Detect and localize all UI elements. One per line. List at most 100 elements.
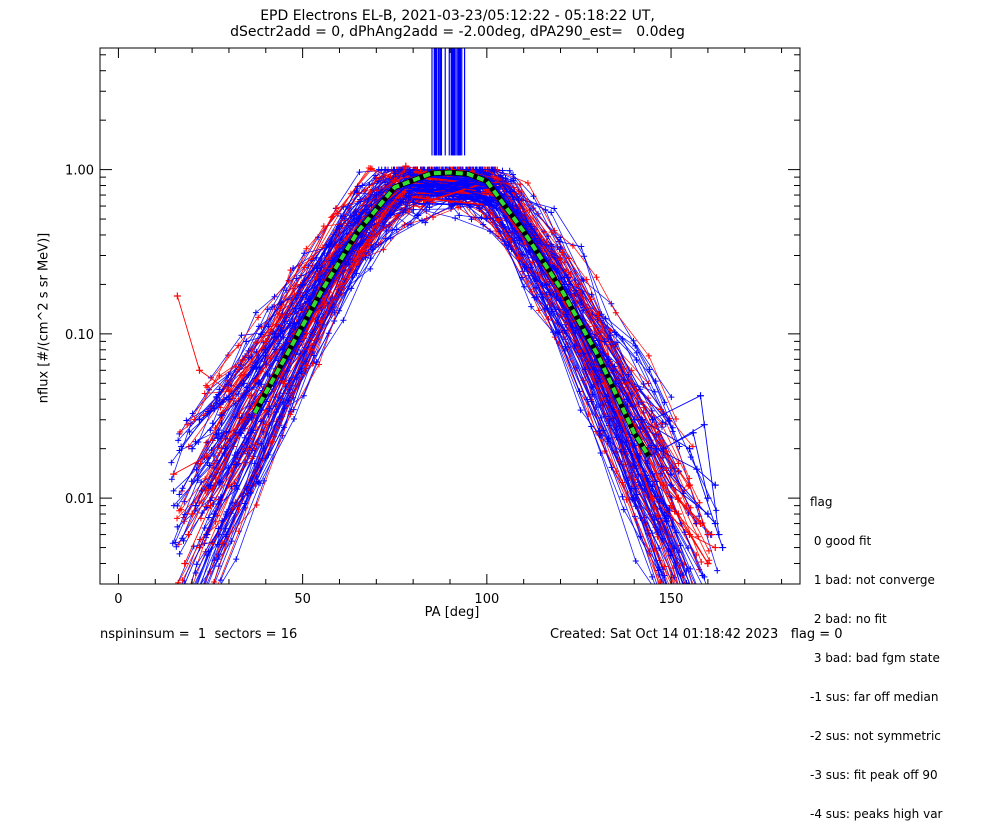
trace-marker xyxy=(212,589,218,595)
trace-marker xyxy=(710,597,716,603)
x-axis-label: PA [deg] xyxy=(425,605,480,620)
sample-marker xyxy=(704,560,711,567)
trace-marker xyxy=(525,180,531,186)
trace-marker xyxy=(680,607,686,613)
sample-marker xyxy=(719,544,726,551)
trace-marker xyxy=(208,599,214,605)
trace-marker xyxy=(690,590,696,596)
trace-marker xyxy=(340,317,346,323)
trace-marker xyxy=(179,610,185,616)
sample-marker xyxy=(170,471,177,478)
trace-marker xyxy=(507,168,513,174)
trace-marker xyxy=(701,600,707,606)
x-tick-label: 150 xyxy=(659,592,684,607)
trace-marker xyxy=(356,169,362,175)
trace-marker xyxy=(594,274,600,280)
trace-marker xyxy=(685,604,691,610)
trace-marker xyxy=(186,606,192,612)
trace-marker xyxy=(691,592,697,598)
trace-marker xyxy=(197,590,203,596)
trace-marker xyxy=(670,585,676,591)
trace-marker xyxy=(686,591,692,597)
trace-marker xyxy=(168,596,174,602)
trace-marker xyxy=(646,353,652,359)
sample-marker xyxy=(697,392,704,399)
trace-marker xyxy=(193,584,199,590)
legend-title: flag xyxy=(810,496,942,509)
trace-marker xyxy=(456,212,462,218)
x-tick-label: 50 xyxy=(294,592,311,607)
trace-marker xyxy=(621,507,627,513)
trace-marker xyxy=(191,609,197,615)
trace-marker xyxy=(548,210,554,216)
legend-item: -2 sus: not symmetric xyxy=(810,730,942,743)
trace-marker xyxy=(702,587,708,593)
trace-marker xyxy=(168,460,174,466)
trace-marker xyxy=(233,556,239,562)
trace-marker xyxy=(714,568,720,574)
trace-marker xyxy=(551,205,557,211)
trace-marker xyxy=(388,235,394,241)
trace-marker xyxy=(679,607,685,613)
trace-marker xyxy=(198,515,204,521)
x-tick-label: 0 xyxy=(114,592,122,607)
trace-marker xyxy=(652,586,658,592)
legend-item: 2 bad: no fit xyxy=(810,613,942,626)
trace-marker xyxy=(641,381,647,387)
trace-marker xyxy=(683,588,689,594)
trace-marker xyxy=(695,615,701,621)
vertical-line-cluster xyxy=(432,48,465,155)
trace-marker xyxy=(633,558,639,564)
legend-item: 0 good fit xyxy=(810,535,942,548)
trace-marker xyxy=(206,593,212,599)
trace-marker xyxy=(191,585,197,591)
trace-marker xyxy=(688,606,694,612)
trace-marker xyxy=(333,205,339,211)
trace-marker xyxy=(699,595,705,601)
trace-marker xyxy=(686,619,692,625)
trace-marker xyxy=(195,585,201,591)
y-tick-label: 0.01 xyxy=(65,492,94,507)
trace-marker xyxy=(679,613,685,619)
trace-marker xyxy=(171,615,177,621)
trace-marker xyxy=(683,587,689,593)
trace-marker xyxy=(192,616,198,622)
trace-marker xyxy=(178,610,184,616)
trace-marker xyxy=(186,642,192,648)
trace-marker xyxy=(698,620,704,626)
trace-marker xyxy=(172,600,178,606)
trace-marker xyxy=(649,574,655,580)
sample-marker xyxy=(174,293,181,300)
trace-marker xyxy=(176,491,182,497)
sample-marker xyxy=(196,367,203,374)
trace-marker xyxy=(697,500,703,506)
sample-marker xyxy=(701,421,708,428)
flag-legend: flag 0 good fit 1 bad: not converge 2 ba… xyxy=(810,470,942,834)
trace-line xyxy=(196,171,709,650)
legend-item: 1 bad: not converge xyxy=(810,574,942,587)
trace-marker xyxy=(181,619,187,625)
trace-marker xyxy=(190,605,196,611)
trace-marker xyxy=(668,394,674,400)
y-axis-label: nflux [#/(cm^2 s sr MeV)] xyxy=(37,233,52,403)
legend-item: 3 bad: bad fgm state xyxy=(810,652,942,665)
trace-marker xyxy=(180,604,186,610)
footer-created-info: Created: Sat Oct 14 01:18:42 2023 flag =… xyxy=(550,627,843,642)
trace-marker xyxy=(691,589,697,595)
trace-line xyxy=(210,177,722,650)
trace-marker xyxy=(199,587,205,593)
trace-marker xyxy=(177,551,183,557)
trace-marker xyxy=(291,416,297,422)
trace-marker xyxy=(452,215,458,221)
y-tick-label: 1.00 xyxy=(65,164,94,179)
trace-marker xyxy=(206,595,212,601)
trace-marker xyxy=(196,588,202,594)
trace-marker xyxy=(194,589,200,595)
trace-marker xyxy=(175,580,181,586)
trace-marker xyxy=(682,584,688,590)
trace-marker xyxy=(179,642,185,648)
trace-marker xyxy=(673,612,679,618)
trace-marker xyxy=(200,590,206,596)
trace-marker xyxy=(430,214,436,220)
legend-item: -1 sus: far off median xyxy=(810,691,942,704)
